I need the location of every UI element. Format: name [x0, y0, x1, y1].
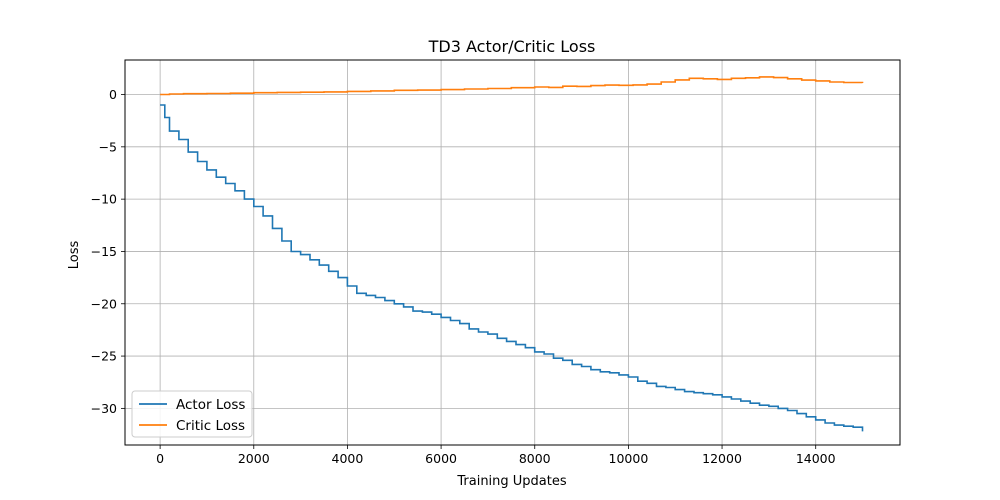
y-axis-label: Loss [67, 241, 82, 270]
x-tick-label: 6000 [425, 451, 457, 466]
plot-area-frame [124, 59, 901, 446]
legend-label: Actor Loss [176, 397, 245, 413]
y-tick-label: −15 [91, 244, 117, 259]
y-axis-ticks: 0 −5 −10 −15 −20 −25 −30 [91, 87, 125, 416]
x-tick-label: 4000 [332, 451, 364, 466]
x-tick-label: 0 [156, 451, 164, 466]
x-tick-label: 14000 [796, 451, 836, 466]
series-lines [160, 76, 864, 432]
x-tick-label: 10000 [609, 451, 649, 466]
y-tick-label: −10 [91, 192, 117, 207]
y-tick-label: 0 [109, 87, 117, 102]
x-gridlines [159, 60, 817, 445]
chart-title: TD3 Actor/Critic Loss [428, 37, 596, 56]
y-tick-label: −30 [91, 401, 117, 416]
x-tick-label: 2000 [238, 451, 270, 466]
legend: Actor Loss Critic Loss [131, 390, 253, 438]
series-line-critic-loss [160, 76, 864, 96]
y-tick-label: −20 [91, 296, 117, 311]
y-tick-label: −5 [99, 139, 117, 154]
y-tick-label: −25 [91, 349, 117, 364]
legend-label: Critic Loss [176, 418, 245, 434]
x-axis-label: Training Updates [456, 474, 567, 489]
series-line-actor-loss [160, 104, 864, 432]
x-axis-ticks: 0 2000 4000 6000 8000 10000 12000 14000 [156, 445, 836, 466]
x-tick-label: 8000 [519, 451, 551, 466]
x-tick-label: 12000 [702, 451, 742, 466]
